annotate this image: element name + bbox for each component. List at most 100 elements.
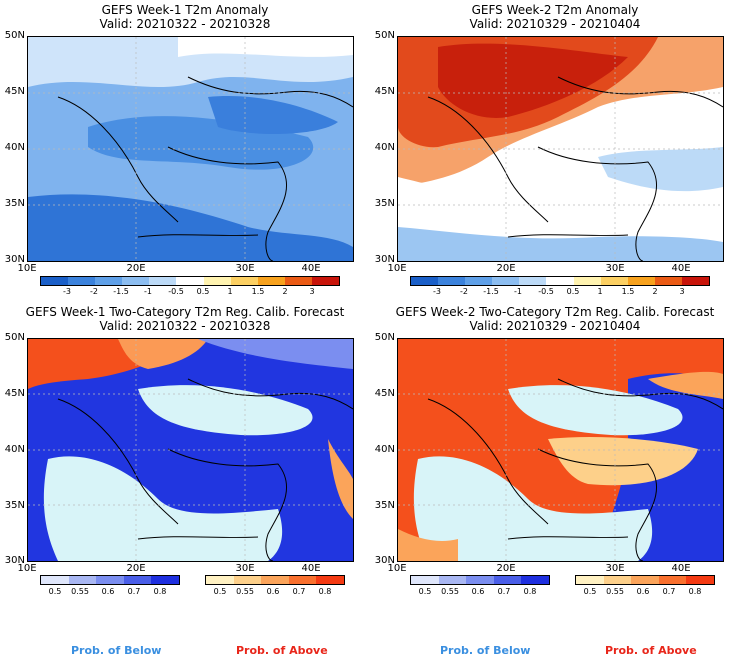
colorbar-label: 0.5 bbox=[213, 587, 227, 596]
lon-label: 10E bbox=[387, 263, 407, 274]
lon-label: 10E bbox=[17, 263, 37, 274]
anomaly-map bbox=[27, 36, 354, 262]
lat-label: 50N bbox=[374, 30, 395, 41]
lat-label: 30N bbox=[4, 254, 25, 265]
colorbar-label: 3 bbox=[309, 287, 315, 296]
below-colorbar bbox=[40, 575, 180, 585]
lon-label: 40E bbox=[301, 263, 321, 274]
lat-label: 45N bbox=[4, 388, 25, 399]
colorbar-label: 0.5 bbox=[418, 587, 432, 596]
probability-map bbox=[397, 338, 724, 562]
colorbar-swatch bbox=[68, 576, 97, 584]
lat-label: 40N bbox=[374, 444, 395, 455]
colorbar-label: -1 bbox=[514, 287, 522, 296]
colorbar-label: 0.55 bbox=[441, 587, 459, 596]
colorbar-swatch bbox=[257, 277, 285, 285]
colorbar-swatch bbox=[203, 277, 231, 285]
colorbar-swatch bbox=[261, 576, 289, 584]
colorbar-label: 0.55 bbox=[236, 587, 254, 596]
lat-label: 50N bbox=[4, 30, 25, 41]
colorbar-label: 0.8 bbox=[318, 587, 332, 596]
anomaly-colorbar bbox=[40, 276, 340, 286]
lon-label: 30E bbox=[235, 563, 255, 574]
colorbar-swatch bbox=[438, 576, 467, 584]
colorbar-label: 2 bbox=[652, 287, 658, 296]
colorbar-swatch bbox=[493, 576, 522, 584]
colorbar-label: -1.5 bbox=[113, 287, 129, 296]
lat-label: 40N bbox=[4, 444, 25, 455]
lat-label: 35N bbox=[4, 500, 25, 511]
colorbar-swatch bbox=[41, 576, 69, 584]
colorbar-swatch bbox=[122, 277, 150, 285]
colorbar-label: -3 bbox=[63, 287, 71, 296]
colorbar-label: 0.7 bbox=[662, 587, 676, 596]
panel-title: GEFS Week-1 T2m Anomaly bbox=[101, 3, 269, 17]
colorbar-label: 0.8 bbox=[523, 587, 537, 596]
lat-label: 30N bbox=[374, 555, 395, 566]
colorbar-label: 0.7 bbox=[292, 587, 306, 596]
above-colorbar bbox=[205, 575, 345, 585]
prob-below-label: Prob. of Below bbox=[71, 644, 162, 657]
colorbar-swatch bbox=[573, 277, 601, 285]
prob-above-label: Prob. of Above bbox=[605, 644, 697, 657]
anomaly-colorbar bbox=[410, 276, 710, 286]
colorbar-label: 0.55 bbox=[606, 587, 624, 596]
above-colorbar bbox=[575, 575, 715, 585]
colorbar-swatch bbox=[68, 277, 96, 285]
colorbar-swatch bbox=[96, 576, 124, 584]
colorbar-label: 1 bbox=[597, 287, 603, 296]
colorbar-swatch bbox=[492, 277, 520, 285]
lon-label: 40E bbox=[671, 563, 691, 574]
panel-week2-probability: GEFS Week-2 Two-Category T2m Reg. Calib.… bbox=[370, 300, 740, 600]
colorbar-swatch bbox=[411, 277, 439, 285]
colorbar-label: 0.8 bbox=[688, 587, 702, 596]
colorbar-swatch bbox=[233, 576, 262, 584]
panel-week1-probability: GEFS Week-1 Two-Category T2m Reg. Calib.… bbox=[0, 300, 370, 600]
panel-week2-anomaly: GEFS Week-2 T2m Anomaly Valid: 20210329 … bbox=[370, 0, 740, 300]
colorbar-swatch bbox=[631, 576, 659, 584]
panel-subtitle: Valid: 20210322 - 20210328 bbox=[99, 319, 271, 333]
colorbar-swatch bbox=[681, 277, 710, 285]
colorbar-label: -2 bbox=[460, 287, 468, 296]
prob-below-label: Prob. of Below bbox=[440, 644, 531, 657]
colorbar-label: 0.7 bbox=[127, 587, 141, 596]
colorbar-swatch bbox=[438, 277, 466, 285]
colorbar-swatch bbox=[546, 277, 574, 285]
panel-title: GEFS Week-2 Two-Category T2m Reg. Calib.… bbox=[395, 305, 715, 319]
lat-label: 30N bbox=[374, 254, 395, 265]
panel-title: GEFS Week-1 Two-Category T2m Reg. Calib.… bbox=[25, 305, 345, 319]
probability-map bbox=[27, 338, 354, 562]
colorbar-swatch bbox=[654, 277, 682, 285]
colorbar-swatch bbox=[230, 277, 258, 285]
colorbar-swatch bbox=[627, 277, 655, 285]
colorbar-label: 1.5 bbox=[251, 287, 265, 296]
colorbar-swatch bbox=[311, 277, 340, 285]
colorbar-label: 0.5 bbox=[48, 587, 62, 596]
lat-label: 30N bbox=[4, 555, 25, 566]
lat-label: 35N bbox=[374, 198, 395, 209]
lat-label: 45N bbox=[374, 86, 395, 97]
lon-label: 30E bbox=[605, 563, 625, 574]
lat-label: 40N bbox=[4, 142, 25, 153]
lat-label: 35N bbox=[4, 198, 25, 209]
colorbar-label: 1.5 bbox=[621, 287, 635, 296]
colorbar-label: -2 bbox=[90, 287, 98, 296]
lon-label: 40E bbox=[671, 263, 691, 274]
colorbar-label: 0.6 bbox=[266, 587, 280, 596]
colorbar-label: 0.8 bbox=[153, 587, 167, 596]
colorbar-swatch bbox=[600, 277, 628, 285]
prob-above-label: Prob. of Above bbox=[236, 644, 328, 657]
lon-label: 20E bbox=[126, 563, 146, 574]
colorbar-swatch bbox=[95, 277, 123, 285]
lon-label: 40E bbox=[301, 563, 321, 574]
colorbar-label: -1.5 bbox=[483, 287, 499, 296]
colorbar-swatch bbox=[41, 277, 69, 285]
colorbar-label: 2 bbox=[282, 287, 288, 296]
colorbar-label: 0.5 bbox=[196, 287, 210, 296]
colorbar-label: -0.5 bbox=[168, 287, 184, 296]
colorbar-swatch bbox=[658, 576, 687, 584]
colorbar-swatch bbox=[466, 576, 494, 584]
panel-subtitle: Valid: 20210329 - 20210404 bbox=[469, 319, 641, 333]
colorbar-swatch bbox=[519, 277, 547, 285]
lon-label: 20E bbox=[496, 263, 516, 274]
